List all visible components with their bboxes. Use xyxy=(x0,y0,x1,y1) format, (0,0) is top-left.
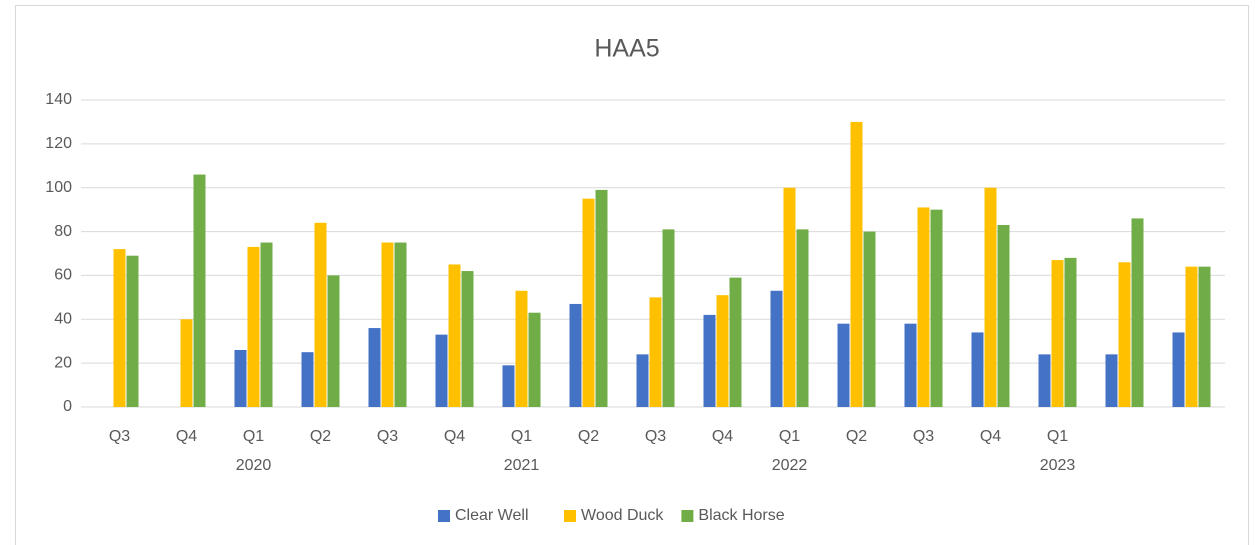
bar xyxy=(1118,262,1131,407)
bar xyxy=(770,290,783,407)
x-tick-label: Q2 xyxy=(310,428,331,445)
bar xyxy=(703,314,716,407)
x-tick-label: Q2 xyxy=(578,428,599,445)
y-tick-label: 40 xyxy=(54,311,72,328)
bar xyxy=(1038,354,1051,407)
bar xyxy=(126,255,139,407)
legend-swatch xyxy=(564,510,576,522)
bar xyxy=(837,323,850,407)
x-tick-label: Q3 xyxy=(913,428,934,445)
x-group-label: 2020 xyxy=(236,457,272,474)
bar xyxy=(904,323,917,407)
x-group-label: 2023 xyxy=(1040,457,1076,474)
bar xyxy=(582,198,595,407)
bar xyxy=(1131,218,1144,407)
x-tick-label: Q1 xyxy=(1047,428,1068,445)
bar xyxy=(461,271,474,407)
y-tick-label: 80 xyxy=(54,223,72,240)
bar xyxy=(1064,257,1077,407)
x-tick-label: Q1 xyxy=(243,428,264,445)
legend-label: Black Horse xyxy=(698,507,784,524)
y-tick-label: 0 xyxy=(63,398,72,415)
bar xyxy=(783,187,796,407)
bar xyxy=(917,207,930,407)
bar xyxy=(1198,266,1211,407)
bar xyxy=(997,224,1010,407)
x-tick-label: Q4 xyxy=(444,428,465,445)
x-tick-label: Q1 xyxy=(779,428,800,445)
bar xyxy=(368,328,381,407)
x-tick-label: Q3 xyxy=(645,428,666,445)
bar xyxy=(234,349,247,407)
bar xyxy=(729,277,742,407)
bar xyxy=(247,246,260,407)
chart-title: HAA5 xyxy=(594,35,659,63)
y-tick-label: 60 xyxy=(54,267,72,284)
x-tick-label: Q3 xyxy=(377,428,398,445)
bar xyxy=(649,297,662,407)
bar xyxy=(113,249,126,407)
bar xyxy=(301,352,314,407)
x-tick-label: Q3 xyxy=(109,428,130,445)
y-tick-label: 20 xyxy=(54,354,72,371)
bar xyxy=(448,264,461,407)
bar xyxy=(1105,354,1118,407)
bar xyxy=(662,229,675,407)
bar xyxy=(180,319,193,407)
legend-swatch xyxy=(438,510,450,522)
bar xyxy=(260,242,273,407)
bar xyxy=(1172,332,1185,407)
bar xyxy=(863,231,876,407)
bar xyxy=(796,229,809,407)
x-tick-label: Q2 xyxy=(846,428,867,445)
bar xyxy=(595,189,608,407)
x-tick-label: Q4 xyxy=(980,428,1001,445)
bar xyxy=(193,174,206,407)
bar xyxy=(381,242,394,407)
bar xyxy=(569,303,582,407)
bar xyxy=(314,222,327,407)
bar xyxy=(528,312,541,407)
bar xyxy=(435,334,448,407)
legend-label: Clear Well xyxy=(455,507,529,524)
bar xyxy=(394,242,407,407)
bar xyxy=(850,121,863,407)
bar xyxy=(1185,266,1198,407)
y-tick-label: 140 xyxy=(45,91,72,108)
x-tick-label: Q1 xyxy=(511,428,532,445)
bar xyxy=(930,209,943,407)
bar xyxy=(327,275,340,407)
legend-swatch xyxy=(681,510,694,522)
bar xyxy=(636,354,649,407)
x-group-label: 2021 xyxy=(504,457,540,474)
bar xyxy=(502,365,515,407)
x-group-label: 2022 xyxy=(772,457,808,474)
bar xyxy=(716,295,729,407)
legend-label: Wood Duck xyxy=(581,507,664,524)
y-tick-label: 120 xyxy=(45,135,72,152)
bar xyxy=(515,290,528,407)
bar xyxy=(984,187,997,407)
y-tick-label: 100 xyxy=(45,179,72,196)
bar xyxy=(971,332,984,407)
x-tick-label: Q4 xyxy=(176,428,197,445)
x-tick-label: Q4 xyxy=(712,428,733,445)
bar xyxy=(1051,260,1064,407)
